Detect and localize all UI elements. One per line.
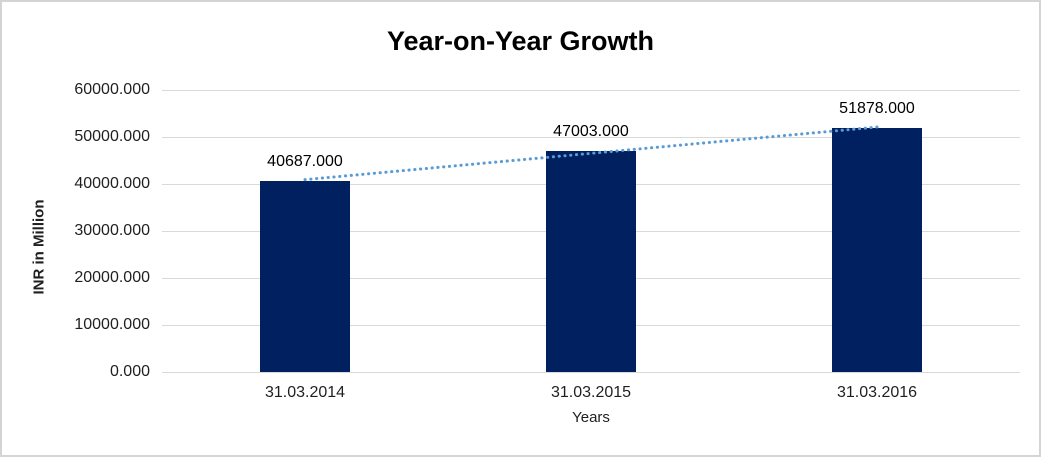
bar-31.03.2014	[260, 180, 350, 372]
x-tick-label: 31.03.2014	[264, 384, 346, 401]
bar-31.03.2016	[832, 128, 922, 372]
bar-value-label: 47003.000	[553, 123, 629, 141]
x-tick-label: 31.03.2015	[550, 384, 632, 401]
y-tick-label: 30000.000	[74, 222, 150, 239]
y-tick-label: 50000.000	[74, 128, 150, 145]
bar-31.03.2015	[546, 151, 636, 372]
y-tick-label: 40000.000	[74, 175, 150, 192]
x-axis-title: Years	[572, 409, 610, 426]
y-tick-label: 60000.000	[74, 81, 150, 98]
y-tick-label: 20000.000	[74, 269, 150, 286]
gridline	[162, 90, 1020, 91]
y-tick-label: 10000.000	[74, 316, 150, 333]
bar-value-label: 40687.000	[267, 152, 343, 170]
bar-value-label: 51878.000	[839, 100, 915, 118]
plot-area: 40687.000 47003.000 51878.000	[162, 90, 1020, 373]
x-tick-label: 31.03.2016	[836, 384, 918, 401]
chart-title: Year-on-Year Growth	[386, 26, 655, 56]
trendline	[303, 125, 879, 182]
gridline	[162, 137, 1020, 138]
gridline	[162, 372, 1020, 373]
y-tick-label: 0.000	[109, 363, 150, 380]
